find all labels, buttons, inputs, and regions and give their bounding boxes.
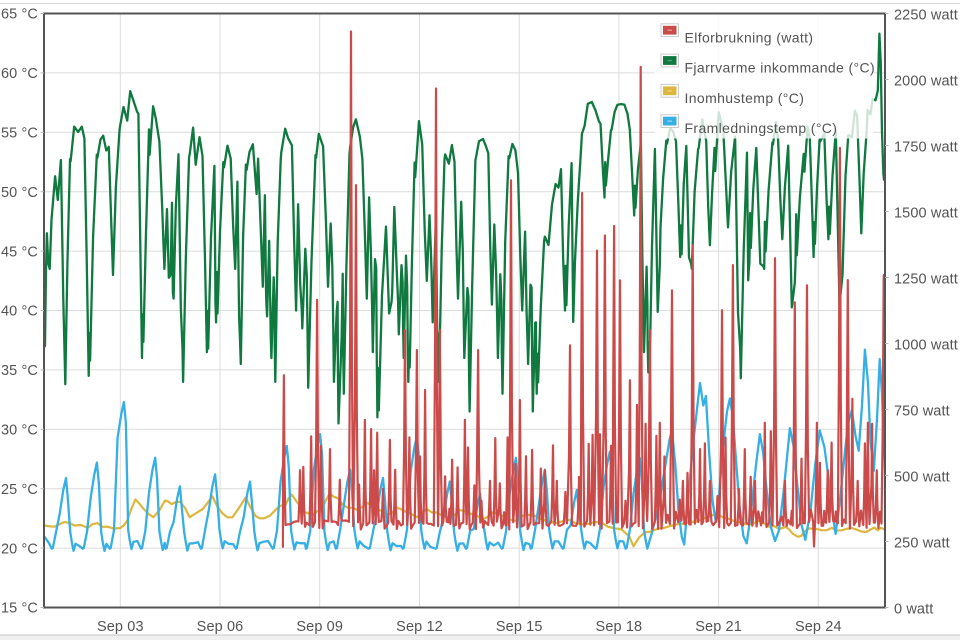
svg-text:40 °C: 40 °C — [1, 304, 38, 320]
svg-text:50 °C: 50 °C — [1, 185, 38, 201]
svg-text:Framledningstemp (°C): Framledningstemp (°C) — [685, 120, 838, 136]
svg-text:250 watt: 250 watt — [894, 536, 950, 552]
svg-text:1000 watt: 1000 watt — [894, 338, 958, 354]
svg-text:45 °C: 45 °C — [1, 244, 38, 260]
svg-text:1250 watt: 1250 watt — [894, 272, 958, 288]
svg-text:Sep 24: Sep 24 — [795, 619, 842, 635]
svg-text:55 °C: 55 °C — [1, 126, 38, 142]
svg-text:Elforbrukning (watt): Elforbrukning (watt) — [685, 29, 814, 45]
svg-text:Sep 18: Sep 18 — [596, 619, 643, 635]
svg-text:500 watt: 500 watt — [894, 470, 950, 486]
svg-text:0 watt: 0 watt — [894, 602, 933, 618]
svg-text:1500 watt: 1500 watt — [894, 206, 958, 222]
svg-text:Fjarrvarme inkommande (°C): Fjarrvarme inkommande (°C) — [685, 60, 876, 76]
svg-text:750 watt: 750 watt — [894, 404, 950, 420]
svg-text:Sep 15: Sep 15 — [496, 619, 543, 635]
svg-text:60 °C: 60 °C — [1, 66, 38, 82]
svg-text:Sep 12: Sep 12 — [396, 619, 443, 635]
svg-text:Sep 09: Sep 09 — [296, 619, 343, 635]
svg-text:65 °C: 65 °C — [1, 7, 38, 23]
svg-text:Inomhustemp (°C): Inomhustemp (°C) — [685, 90, 805, 106]
svg-text:15 °C: 15 °C — [1, 601, 38, 617]
svg-text:2000 watt: 2000 watt — [894, 74, 958, 90]
svg-text:1750 watt: 1750 watt — [894, 140, 958, 156]
svg-text:35 °C: 35 °C — [1, 363, 38, 379]
svg-text:2250 watt: 2250 watt — [894, 8, 958, 24]
svg-text:Sep 06: Sep 06 — [197, 619, 244, 635]
svg-text:Sep 03: Sep 03 — [97, 619, 144, 635]
svg-text:25 °C: 25 °C — [1, 482, 38, 498]
svg-text:20 °C: 20 °C — [1, 541, 38, 557]
svg-text:30 °C: 30 °C — [1, 423, 38, 439]
svg-text:Sep 21: Sep 21 — [695, 619, 742, 635]
